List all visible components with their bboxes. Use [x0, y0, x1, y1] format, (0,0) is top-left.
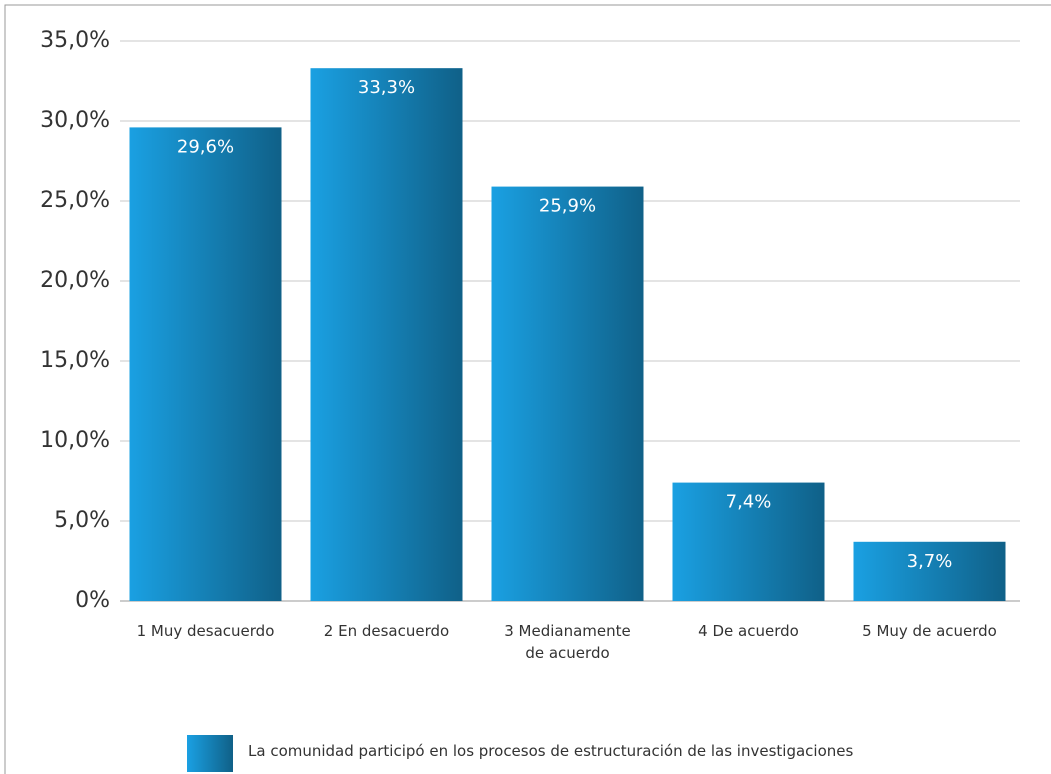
bar-shade — [491, 186, 644, 601]
x-tick-label: 3 Medianamente de acuerdo — [504, 622, 631, 662]
y-tick-label: 20,0% — [40, 268, 110, 293]
y-tick-label: 15,0% — [40, 348, 110, 373]
y-tick-label: 0% — [75, 588, 110, 613]
frame — [4, 4, 1051, 774]
value-label: 29,6% — [177, 136, 234, 157]
value-label: 3,7% — [907, 551, 953, 572]
value-label: 7,4% — [726, 492, 772, 513]
legend-label: La comunidad participó en los procesos d… — [248, 742, 854, 760]
x-tick-label: 2 En desacuerdo — [323, 622, 450, 640]
x-tick-label: 5 Muy de acuerdo — [862, 622, 997, 640]
y-tick-label: 25,0% — [40, 188, 110, 213]
bar-shade — [672, 482, 825, 601]
x-tick-label: 4 De acuerdo — [698, 622, 799, 640]
legend-swatch-shade — [187, 735, 233, 772]
x-tick-label: 1 Muy desacuerdo — [136, 622, 275, 640]
y-tick-label: 5,0% — [54, 508, 110, 533]
y-tick-label: 35,0% — [40, 28, 110, 53]
value-label: 33,3% — [358, 77, 415, 98]
y-tick-label: 10,0% — [40, 428, 110, 453]
value-label: 25,9% — [539, 196, 596, 217]
bar-shade — [853, 541, 1006, 601]
y-tick-label: 30,0% — [40, 108, 110, 133]
bar-shade — [129, 127, 282, 602]
bar-shade — [310, 68, 463, 601]
